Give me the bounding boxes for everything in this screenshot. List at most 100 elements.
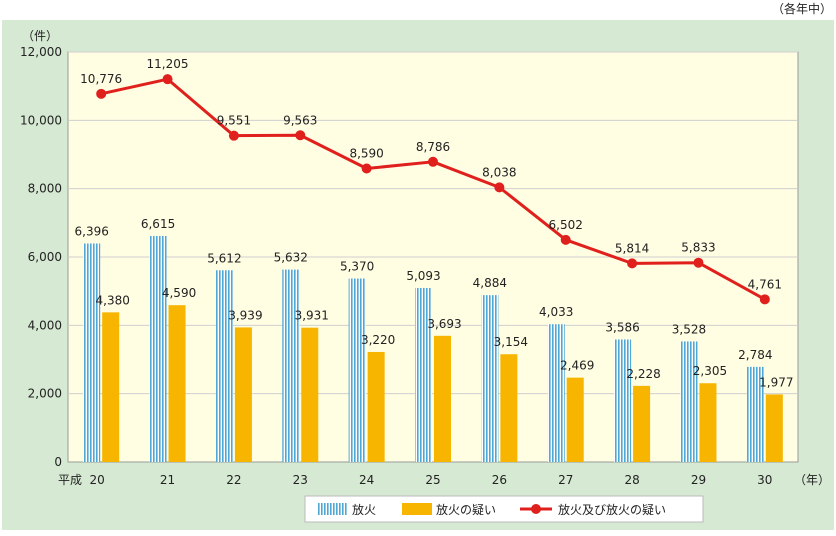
y-tick-label: 12,000 [20, 45, 62, 59]
data-label-total: 8,038 [482, 165, 516, 179]
legend-label-houka: 放火 [352, 502, 376, 517]
legend-label-total: 放火及び放火の疑い [558, 502, 666, 517]
y-tick-label: 0 [54, 455, 62, 469]
line-point [627, 258, 638, 269]
data-label-houka-utagai: 3,931 [295, 309, 329, 323]
bar-houka [746, 366, 764, 462]
data-label-houka-utagai: 3,693 [427, 317, 461, 331]
bar-houka [348, 278, 366, 462]
data-label-total: 9,563 [283, 113, 317, 127]
line-series [96, 74, 770, 305]
y-unit-label: （件） [22, 29, 58, 43]
bar-houka-utagai [301, 327, 319, 462]
gridlines [68, 51, 798, 395]
data-label-houka: 6,615 [141, 217, 175, 231]
bar-houka-utagai [765, 394, 783, 462]
bar-houka-utagai [367, 351, 385, 462]
data-label-houka-utagai: 4,380 [96, 293, 130, 307]
data-label-houka-utagai: 2,469 [560, 359, 594, 373]
data-label-houka-utagai: 3,154 [494, 335, 528, 349]
bar-houka [547, 324, 565, 462]
data-label-total: 10,776 [80, 72, 122, 86]
x-tick-label: 27 [558, 473, 573, 487]
x-axis-ticks: 20 21 22 23 24 25 26 27 28 29 30 [90, 473, 773, 487]
data-label-houka-utagai: 2,228 [626, 367, 660, 381]
data-labels: 6,396 4,380 6,615 4,590 5,612 3,939 5,632 3,931… [75, 57, 794, 389]
line-point [361, 163, 372, 174]
line-point [295, 130, 306, 141]
y-tick-label: 4,000 [28, 318, 62, 332]
x-tick-label: 25 [425, 473, 440, 487]
data-label-houka-utagai: 4,590 [162, 286, 196, 300]
bar-houka [680, 341, 698, 462]
data-label-total: 9,551 [217, 114, 251, 128]
bar-houka [614, 339, 632, 462]
data-label-houka: 5,093 [406, 269, 440, 283]
y-tick-label: 6,000 [28, 250, 62, 264]
line-point [162, 74, 173, 85]
data-label-total: 6,502 [549, 218, 583, 232]
data-label-houka: 5,632 [274, 251, 308, 265]
line-point [96, 88, 107, 99]
bar-houka-utagai [699, 383, 717, 462]
bar-houka [149, 235, 167, 462]
bar-houka [481, 295, 499, 462]
bar-houka-utagai [168, 305, 186, 462]
data-label-houka-utagai: 3,220 [361, 333, 395, 347]
line-point [693, 257, 704, 268]
legend-swatch-houka-utagai [402, 503, 432, 515]
x-tick-label: 21 [160, 473, 175, 487]
bar-houka-utagai [633, 385, 651, 462]
x-tick-label: 30 [757, 473, 772, 487]
era-prefix: 平成 [58, 473, 82, 487]
line-point [560, 234, 571, 245]
data-label-houka: 3,586 [605, 320, 639, 334]
legend-swatch-line-marker [531, 504, 541, 514]
bar-houka-utagai [102, 312, 120, 462]
x-tick-label: 23 [293, 473, 308, 487]
bar-houka [83, 243, 101, 462]
bar-houka-utagai [234, 327, 252, 462]
bar-houka [215, 270, 233, 462]
y-tick-label: 10,000 [20, 113, 62, 127]
x-unit-label: （年） [794, 473, 830, 487]
x-tick-label: 24 [359, 473, 374, 487]
data-label-total: 5,833 [681, 241, 715, 255]
y-tick-label: 8,000 [28, 182, 62, 196]
bar-houka [282, 269, 300, 462]
data-label-houka: 5,370 [340, 260, 374, 274]
line-point [228, 130, 239, 141]
bars [83, 235, 783, 462]
x-tick-label: 26 [492, 473, 507, 487]
data-label-houka: 2,784 [738, 348, 772, 362]
data-label-houka-utagai: 2,305 [693, 364, 727, 378]
bar-houka-utagai [500, 354, 518, 462]
period-note: （各年中） [772, 1, 832, 16]
data-label-houka-utagai: 1,977 [759, 375, 793, 389]
x-tick-label: 20 [90, 473, 105, 487]
y-tick-label: 2,000 [28, 387, 62, 401]
bar-houka-utagai [434, 335, 451, 462]
bar-houka-utagai [566, 377, 584, 462]
data-label-houka: 4,033 [539, 305, 573, 319]
data-label-total: 5,814 [615, 241, 649, 255]
legend-swatch-houka [318, 503, 348, 515]
y-axis-ticks: 0 2,000 4,000 6,000 8,000 10,000 12,000 [20, 45, 62, 469]
data-label-houka: 3,528 [672, 322, 706, 336]
line-point [494, 182, 505, 193]
x-tick-label: 28 [624, 473, 639, 487]
data-label-total: 8,590 [349, 147, 383, 161]
line-point [759, 294, 770, 305]
data-label-houka: 5,612 [207, 251, 241, 265]
data-label-total: 8,786 [416, 140, 450, 154]
x-tick-label: 29 [691, 473, 706, 487]
x-tick-label: 22 [226, 473, 241, 487]
legend-label-houka-utagai: 放火の疑い [436, 502, 496, 517]
data-label-houka: 4,884 [473, 276, 507, 290]
legend: 放火 放火の疑い 放火及び放火の疑い [304, 495, 704, 523]
bar-houka [415, 287, 432, 462]
data-label-houka: 6,396 [75, 224, 109, 238]
line-point [428, 156, 438, 167]
